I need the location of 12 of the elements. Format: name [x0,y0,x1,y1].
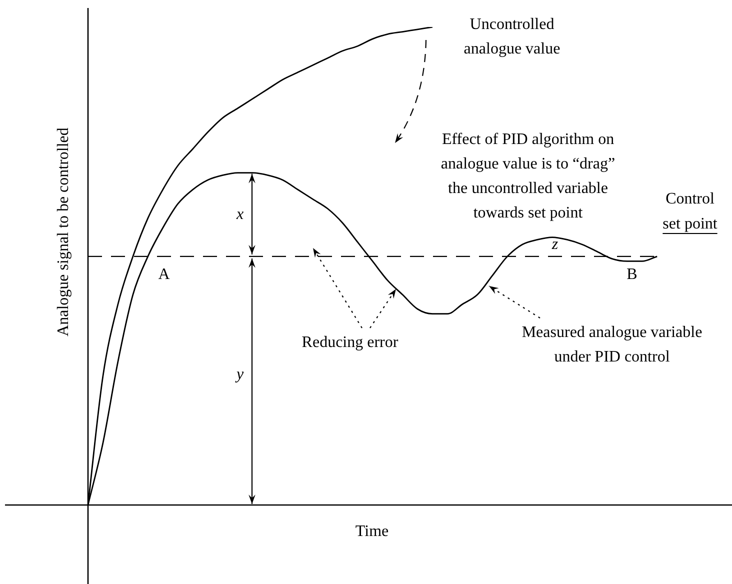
ref-line-label: Control set point [662,190,718,232]
annotation: B [626,266,638,284]
annotation: y [234,366,244,384]
annotation: Uncontrolled analogue value [464,16,560,58]
annotation: A [158,266,170,284]
annotation: Measured analogue variable under PID control [522,324,702,366]
x-axis-title: Time [355,523,389,540]
annotation: Effect of PID algorithm on analogue value is to “drag” the uncontrolled variable towards set point [440,131,616,222]
annotation: z [550,236,559,254]
y-axis-title: Analogue signal to be controlled [55,128,72,336]
annotation: Reducing error [302,334,399,352]
annotation: x [235,206,244,224]
